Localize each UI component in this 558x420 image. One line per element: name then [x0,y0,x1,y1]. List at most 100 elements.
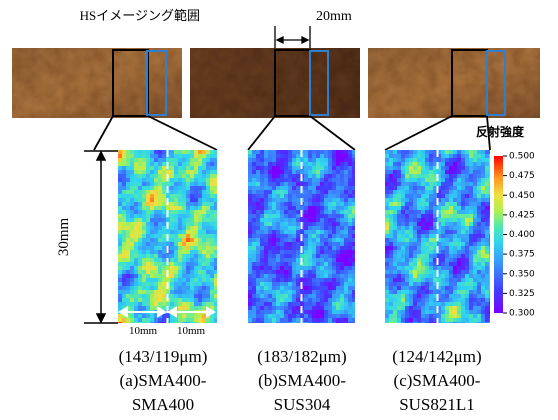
heatmap-cell [473,278,477,282]
heatmap-cell [397,190,401,194]
captions: (143/119μm)(a)SMA400-SMA400(183/182μm)(b… [119,347,482,414]
heatmap-cell [389,250,393,254]
heatmap-cell [473,238,477,242]
heatmap-cell [138,226,142,230]
heatmap-cell [457,266,461,270]
heatmap-cell [190,302,194,306]
heatmap-cell [154,170,158,174]
heatmap-cell [473,318,477,322]
heatmap-cell [477,194,481,198]
heatmap-cell [154,258,158,262]
heatmap-cell [352,170,355,174]
heatmap-cell [214,246,217,250]
heatmap-cell [397,162,401,166]
heatmap-cell [146,250,150,254]
heatmap-cell [397,230,401,234]
heatmap-cell [296,222,300,226]
heatmap-cell [477,286,481,290]
heatmap-cell [316,226,320,230]
heatmap-cell [312,198,316,202]
heatmap-cell [248,246,252,250]
heatmap-cell [312,306,316,310]
heatmap-cell [198,182,202,186]
heatmap-cell [296,258,300,262]
heatmap-cell [296,286,300,290]
heatmap-cell [457,226,461,230]
heatmap-cell [158,238,162,242]
heatmap-cell [352,206,355,210]
heatmap-cell [308,222,312,226]
heatmap-cell [190,234,194,238]
heatmap-cell [174,286,178,290]
heatmap-cell [389,218,393,222]
heatmap-cell [477,230,481,234]
heatmap-cell [284,190,288,194]
heatmap-cell [429,270,433,274]
heatmap-cell [198,218,202,222]
heatmap-cell [248,282,252,286]
heatmap-cell [348,258,352,262]
heatmap-cell [425,310,429,314]
heatmap-cell [206,174,210,178]
heatmap-cell [252,286,256,290]
heatmap-cell [485,170,489,174]
heatmap-cell [393,170,397,174]
heatmap-cell [154,162,158,166]
heatmap-cell [296,230,300,234]
heatmap-cell [138,282,142,286]
heatmap-cell [328,294,332,298]
heatmap-cell [461,306,465,310]
heatmap-cell [130,226,134,230]
heatmap-cell [348,222,352,226]
heatmap-cell [154,298,158,302]
heatmap-cell [340,314,344,318]
heatmap-cell [198,274,202,278]
heatmap-cell [186,262,190,266]
heatmap-cell [194,266,198,270]
heatmap-cell [256,194,260,198]
heatmap-cell [280,262,284,266]
heatmap-cell [126,274,130,278]
heatmap-cell [202,286,206,290]
heatmap-cell [170,246,174,250]
heatmap-cell [348,174,352,178]
heatmap-cell [122,318,126,322]
heatmap-cell [421,278,425,282]
heatmap-cell [397,182,401,186]
heatmap-cell [453,186,457,190]
heatmap-cell [202,218,206,222]
heatmap-cell [284,222,288,226]
heatmap-cell [194,230,198,234]
heatmap-cell [198,254,202,258]
heatmap-cell [489,166,490,170]
heatmap-cell [405,298,409,302]
heatmap-cell [332,318,336,322]
heatmap-cell [142,154,146,158]
heatmap-cell [248,174,252,178]
heatmap-cell [194,242,198,246]
heatmap-cell [252,242,256,246]
heatmap-cell [134,170,138,174]
heatmap-cell [352,218,355,222]
heatmap-cell [449,250,453,254]
heatmap-cell [449,190,453,194]
heatmap-cell [312,174,316,178]
heatmap-cell [198,302,202,306]
heatmap-cell [332,158,336,162]
heatmap-cell [413,254,417,258]
heatmap-cell [210,270,214,274]
heatmap-cell [158,170,162,174]
heatmap-cell [324,186,328,190]
heatmap-cell [352,250,355,254]
heatmap-cell [477,222,481,226]
heatmap-cell [162,262,166,266]
heatmap-cell [469,282,473,286]
heatmap-cell [324,150,328,154]
heatmap-cell [405,202,409,206]
heatmap-cell [170,178,174,182]
heatmap-cell [308,182,312,186]
heatmap-cell [421,194,425,198]
heatmap-cell [284,314,288,318]
heatmap-cell [469,302,473,306]
heatmap-cell [304,318,308,322]
